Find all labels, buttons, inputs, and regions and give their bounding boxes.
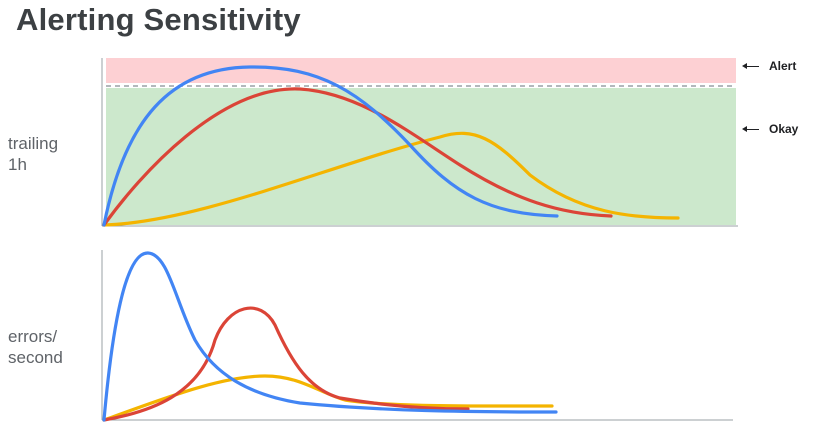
left-arrow-icon xyxy=(742,125,759,133)
red-curve-rate xyxy=(102,306,470,422)
top-panel-ylabel: trailing 1h xyxy=(8,133,58,175)
bottom-panel-ylabel: errors/ second xyxy=(8,326,63,368)
alert-zone xyxy=(106,58,736,83)
alert-label: Alert xyxy=(742,59,796,73)
left-arrow-icon xyxy=(742,62,759,70)
yellow-curve-trailing xyxy=(102,131,680,227)
blue-curve-rate xyxy=(102,251,558,422)
okay-label-text: Okay xyxy=(769,122,799,136)
okay-label: Okay xyxy=(742,122,798,136)
yellow-curve-rate xyxy=(102,374,554,422)
page-title: Alerting Sensitivity xyxy=(16,2,301,37)
ylabel-line: trailing xyxy=(8,134,59,153)
ylabel-line: 1h xyxy=(8,155,27,174)
alert-label-text: Alert xyxy=(769,59,797,73)
blue-curve-trailing xyxy=(102,65,559,227)
ylabel-line: second xyxy=(8,348,63,367)
ylabel-line: errors/ xyxy=(8,327,58,346)
red-curve-trailing xyxy=(102,87,613,227)
